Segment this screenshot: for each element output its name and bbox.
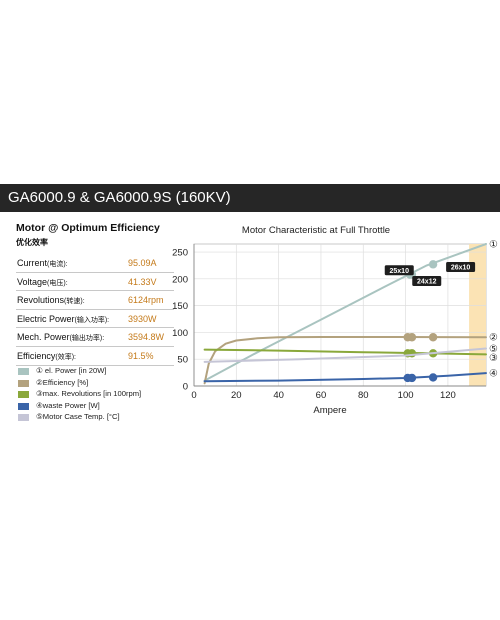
x-tick-label: 0 [191, 390, 196, 401]
legend-label: ⑤Motor Case Temp. [°C] [36, 412, 120, 422]
spec-label: Current [17, 258, 48, 268]
title-bar: GA6000.9 & GA6000.9S (160KV) [0, 184, 500, 212]
series-end-label: ② [489, 333, 498, 344]
legend-swatch [18, 402, 29, 410]
propeller-annotation-label: 25x10 [390, 268, 410, 275]
spec-label: Efficiency [17, 350, 56, 361]
series-end-label: ④ [489, 369, 498, 380]
series-line-4 [203, 372, 487, 383]
y-tick-label: 250 [172, 248, 188, 259]
specs-title: Motor @ Optimum Efficiency [16, 222, 160, 234]
spec-label-cn: (电流): [47, 261, 68, 268]
spec-row-efficiency: Efficiency(效率): 91.5% [16, 347, 174, 366]
page-title: GA6000.9 & GA6000.9S (160KV) [8, 189, 231, 206]
x-tick-label: 60 [316, 390, 327, 401]
legend-swatch [18, 391, 29, 399]
propeller-annotation-box [412, 275, 442, 286]
series-marker-3 [407, 349, 417, 358]
series-end-label: ⑤ [489, 344, 498, 355]
spec-value: 6124rpm [128, 295, 164, 306]
series-marker-4 [428, 373, 438, 382]
x-axis-label: Ampere [313, 405, 346, 416]
series-marker-4 [407, 373, 417, 383]
series-line-1 [203, 243, 487, 382]
chart-title: Motor Characteristic at Full Throttle [242, 225, 390, 236]
specs-panel: Motor @ Optimum Efficiency 优化效率 Current(… [16, 222, 174, 366]
series-line-3 [203, 348, 487, 356]
series-marker-2 [428, 333, 438, 342]
series-end-label: ③ [489, 353, 498, 364]
spec-value: 3594.8W [128, 332, 165, 343]
x-tick-label: 20 [231, 390, 242, 401]
legend-swatch [18, 414, 29, 422]
y-tick-label: 50 [177, 355, 188, 366]
x-tick-label: 80 [358, 390, 369, 401]
legend-swatch [18, 379, 29, 387]
series-line-2 [203, 336, 487, 385]
spec-row-revolutions: Revolutions(转速): 6124rpm [16, 291, 174, 310]
spec-label: Electric Power [17, 313, 75, 324]
y-tick-label: 200 [172, 274, 188, 285]
spec-label-cn: (电压): [47, 279, 68, 287]
specs-subtitle: 优化效率 [16, 238, 48, 247]
y-tick-label: 100 [172, 328, 188, 339]
series-end-label: ① [489, 240, 498, 251]
spec-label: Mech. Power [17, 332, 70, 343]
spec-value: 3930W [128, 313, 157, 324]
legend-label: ① el. Power [in 20W] [36, 366, 107, 375]
propeller-annotation-label: 26x10 [451, 265, 471, 272]
y-tick-label: 150 [172, 301, 188, 312]
propeller-annotation-box [446, 262, 476, 273]
spec-value: 41.33V [128, 276, 157, 287]
spec-label-cn: (效率): [55, 353, 76, 361]
legend-label: ④waste Power [W] [36, 400, 100, 410]
spec-label: Voltage [17, 276, 48, 287]
spec-row-electric-power: Electric Power(输入功率): 3930W [16, 310, 174, 329]
series-line-5 [203, 347, 487, 363]
x-tick-label: 120 [440, 390, 456, 401]
spec-value: 95.09A [128, 258, 157, 268]
plot-area [193, 243, 487, 387]
series-marker-1 [428, 260, 438, 269]
propeller-annotation-label: 24x12 [417, 279, 437, 286]
propeller-annotation-box [384, 265, 414, 276]
legend-label: ③max. Revolutions [in 100rpm] [36, 389, 142, 399]
spec-row-voltage: Voltage(电压): 41.33V [16, 273, 174, 292]
spec-row-mech-power: Mech. Power(输出功率): 3594.8W [16, 328, 174, 347]
spec-row-current: Current(电流): 95.09A [16, 254, 174, 273]
spec-label: Revolutions [17, 295, 65, 306]
y-tick-label: 0 [183, 382, 188, 393]
spec-value: 91.5% [128, 350, 154, 361]
spec-label-cn: (转速): [64, 298, 85, 306]
series-marker-2 [407, 333, 417, 342]
legend-label: ②Efficiency [%] [36, 377, 89, 387]
x-tick-label: 100 [398, 390, 414, 401]
x-tick-label: 40 [273, 390, 284, 401]
legend-swatch [18, 368, 29, 375]
spec-label-cn: (输出功率): [69, 335, 105, 343]
spec-label-cn: (输入功率): [74, 316, 110, 324]
